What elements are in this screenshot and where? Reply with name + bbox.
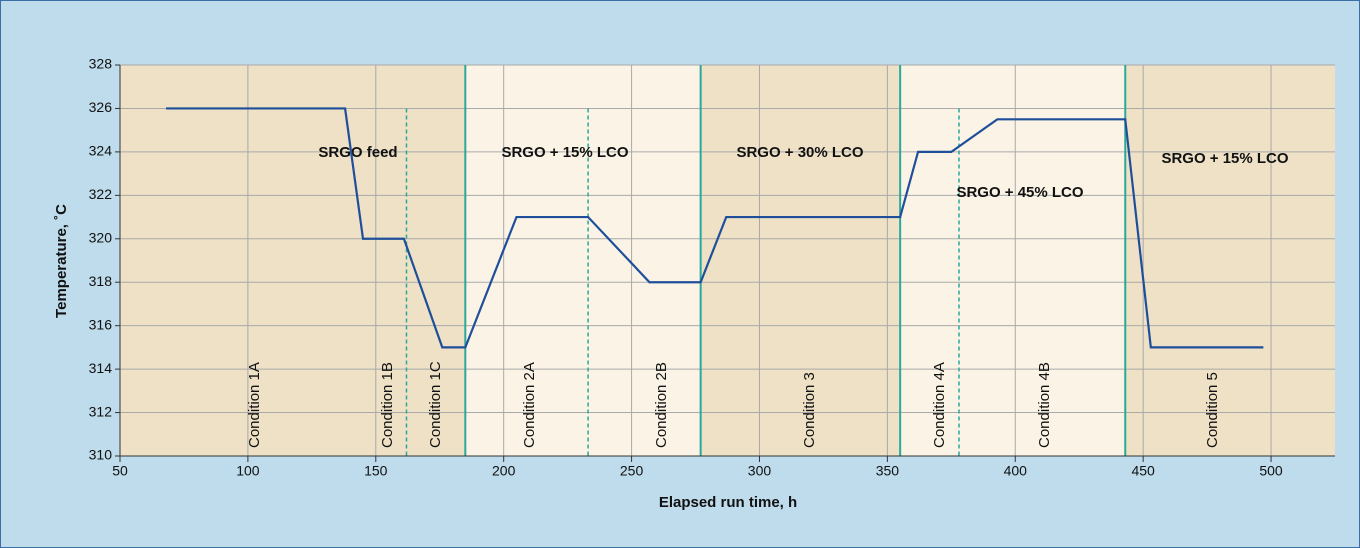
phase-label: SRGO + 15% LCO [501, 144, 628, 161]
y-tick-label: 314 [89, 360, 113, 376]
y-tick-label: 322 [89, 186, 113, 202]
x-tick-label: 250 [620, 463, 644, 479]
x-tick-label: 100 [236, 463, 260, 479]
plot-area [115, 64, 1335, 462]
x-tick-label: 50 [112, 463, 128, 479]
condition-label: Condition 1A [246, 362, 263, 448]
phase-band [465, 65, 701, 456]
condition-label: Condition 1C [427, 361, 444, 448]
x-tick-label: 300 [748, 463, 772, 479]
condition-label: Condition 4B [1036, 362, 1053, 448]
phase-label: SRGO + 45% LCO [956, 184, 1083, 201]
y-tick-label: 324 [89, 143, 113, 159]
x-tick-label: 200 [492, 463, 516, 479]
y-tick-label: 312 [89, 403, 113, 419]
y-tick-label: 318 [89, 273, 113, 289]
phase-label: SRGO + 30% LCO [736, 144, 863, 161]
y-tick-label: 316 [89, 316, 113, 332]
temperature-line [166, 107, 1264, 349]
y-tick-label: 310 [89, 447, 113, 463]
y-tick-label: 326 [89, 99, 113, 115]
condition-label: Condition 2B [653, 362, 670, 448]
x-tick-label: 450 [1131, 463, 1155, 479]
x-axis-title: Elapsed run time, h [659, 494, 797, 511]
y-axis-title: Temperature, ˚C [53, 204, 70, 318]
condition-label: Condition 1B [379, 362, 396, 448]
y-tick-label: 328 [89, 56, 113, 72]
x-tick-label: 150 [364, 463, 388, 479]
x-tick-label: 350 [876, 463, 900, 479]
condition-label: Condition 2A [521, 362, 538, 448]
condition-label: Condition 4A [931, 362, 948, 448]
phase-label: SRGO + 15% LCO [1161, 150, 1288, 167]
phase-band [1125, 65, 1335, 456]
phase-band [120, 65, 466, 456]
condition-label: Condition 5 [1204, 372, 1221, 448]
phase-label: SRGO feed [318, 144, 397, 161]
x-tick-label: 400 [1004, 463, 1028, 479]
condition-label: Condition 3 [801, 372, 818, 448]
x-tick-label: 500 [1259, 463, 1283, 479]
y-tick-label: 320 [89, 229, 113, 245]
phase-band [900, 65, 1126, 456]
phase-band [700, 65, 901, 456]
